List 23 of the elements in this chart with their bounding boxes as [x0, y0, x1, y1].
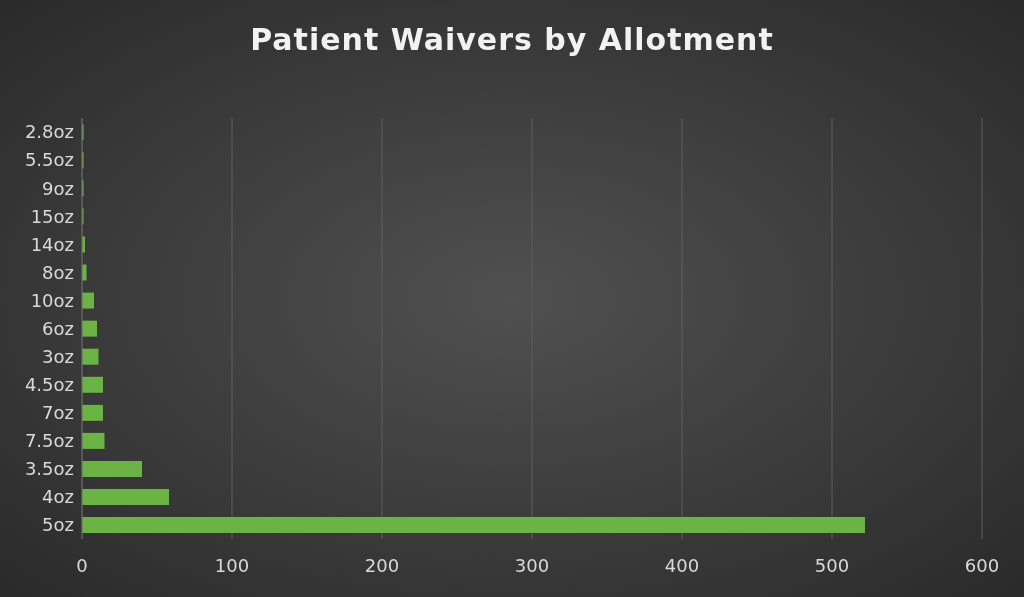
- x-tick-label: 0: [76, 554, 88, 576]
- y-tick-label: 14oz: [30, 233, 74, 255]
- y-tick-label: 15oz: [30, 205, 74, 227]
- y-tick-label: 7oz: [42, 402, 74, 424]
- x-tick-label: 300: [514, 554, 550, 576]
- x-tick-label: 500: [814, 554, 850, 576]
- y-tick-label: 3oz: [42, 345, 74, 367]
- x-tick-label: 100: [214, 554, 250, 576]
- y-tick-label: 8oz: [42, 261, 74, 283]
- x-tick-label: 400: [664, 554, 700, 576]
- y-tick-label: 7.5oz: [24, 430, 74, 452]
- x-tick-label: 600: [964, 554, 1000, 576]
- y-tick-label: 5oz: [42, 514, 74, 536]
- y-tick-label: 9oz: [42, 177, 74, 199]
- y-tick-label: 10oz: [30, 289, 74, 311]
- y-tick-label: 6oz: [42, 317, 74, 339]
- chart-title: Patient Waivers by Allotment: [249, 22, 775, 57]
- x-tick-label: 200: [364, 554, 400, 576]
- y-tick-label: 5.5oz: [24, 149, 74, 171]
- y-tick-label: 3.5oz: [24, 458, 74, 480]
- y-tick-label: 4oz: [42, 486, 74, 508]
- y-tick-label: 4.5oz: [24, 374, 74, 396]
- y-tick-label: 2.8oz: [24, 121, 74, 143]
